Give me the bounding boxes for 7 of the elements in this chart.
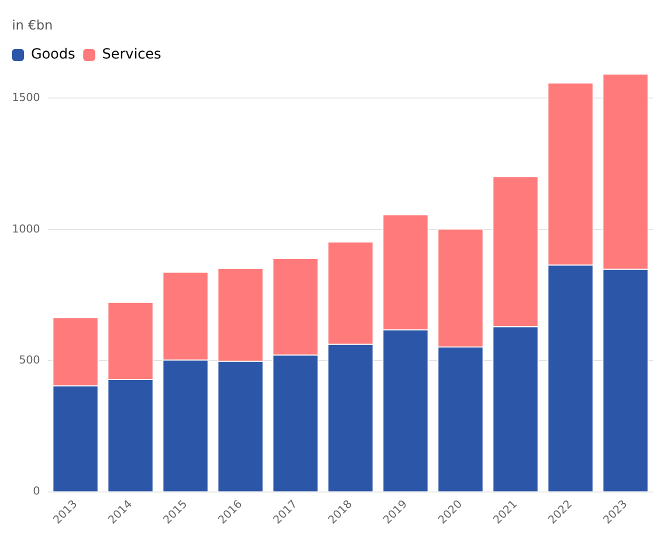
y-tick-label: 500: [18, 354, 40, 367]
legend-label: Goods: [31, 46, 76, 63]
y-tick-label: 1500: [12, 91, 40, 104]
legend-label: Services: [102, 46, 162, 63]
y-axis-title: in €bn: [12, 18, 53, 34]
y-tick-label: 1000: [12, 222, 40, 236]
y-tick-label: 0: [32, 484, 40, 498]
